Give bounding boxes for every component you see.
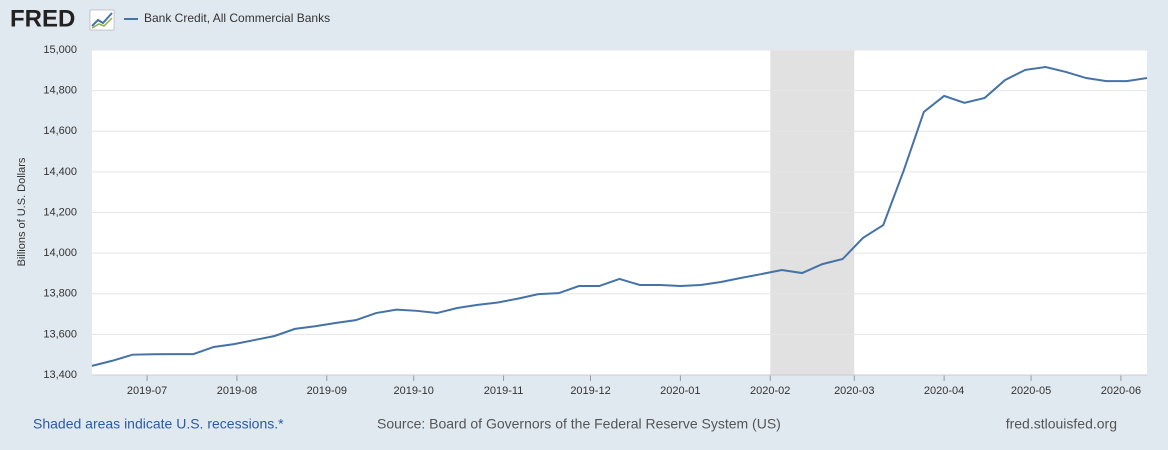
y-tick-label: 13,800	[43, 288, 77, 300]
y-tick-label: 14,200	[43, 206, 77, 218]
data-line	[91, 66, 1148, 367]
x-tick-label: 2019-12	[570, 385, 610, 397]
y-tick-label: 15,000	[43, 44, 77, 56]
site: fred.stlouisfed.org	[1006, 416, 1117, 432]
x-tick-label: 2020-03	[834, 385, 874, 397]
y-axis-label: Billions of U.S. Dollars	[16, 157, 28, 266]
x-tick-label: 2020-04	[924, 385, 964, 397]
x-tick-label: 2020-06	[1101, 385, 1141, 397]
y-tick-label: 14,000	[43, 247, 77, 259]
source: Source: Board of Governors of the Federa…	[377, 416, 781, 432]
legend-label: Bank Credit, All Commercial Banks	[144, 11, 330, 25]
logo: FRED	[10, 5, 75, 32]
x-tick-label: 2019-09	[307, 385, 347, 397]
x-tick-label: 2019-11	[484, 385, 524, 397]
x-tick-label: 2019-08	[217, 385, 257, 397]
recession-note[interactable]: Shaded areas indicate U.S. recessions.*	[33, 416, 284, 432]
x-tick-label: 2019-10	[394, 385, 434, 397]
x-tick-label: 2019-07	[127, 385, 167, 397]
y-tick-label: 14,800	[43, 85, 77, 97]
x-tick-label: 2020-02	[750, 385, 790, 397]
x-tick-label: 2020-05	[1011, 385, 1051, 397]
y-tick-label: 13,400	[43, 369, 77, 381]
y-tick-label: 14,400	[43, 166, 77, 178]
y-tick-label: 14,600	[43, 125, 77, 137]
y-tick-label: 13,600	[43, 328, 77, 340]
x-tick-label: 2020-01	[660, 385, 700, 397]
logo-icon	[89, 9, 115, 31]
